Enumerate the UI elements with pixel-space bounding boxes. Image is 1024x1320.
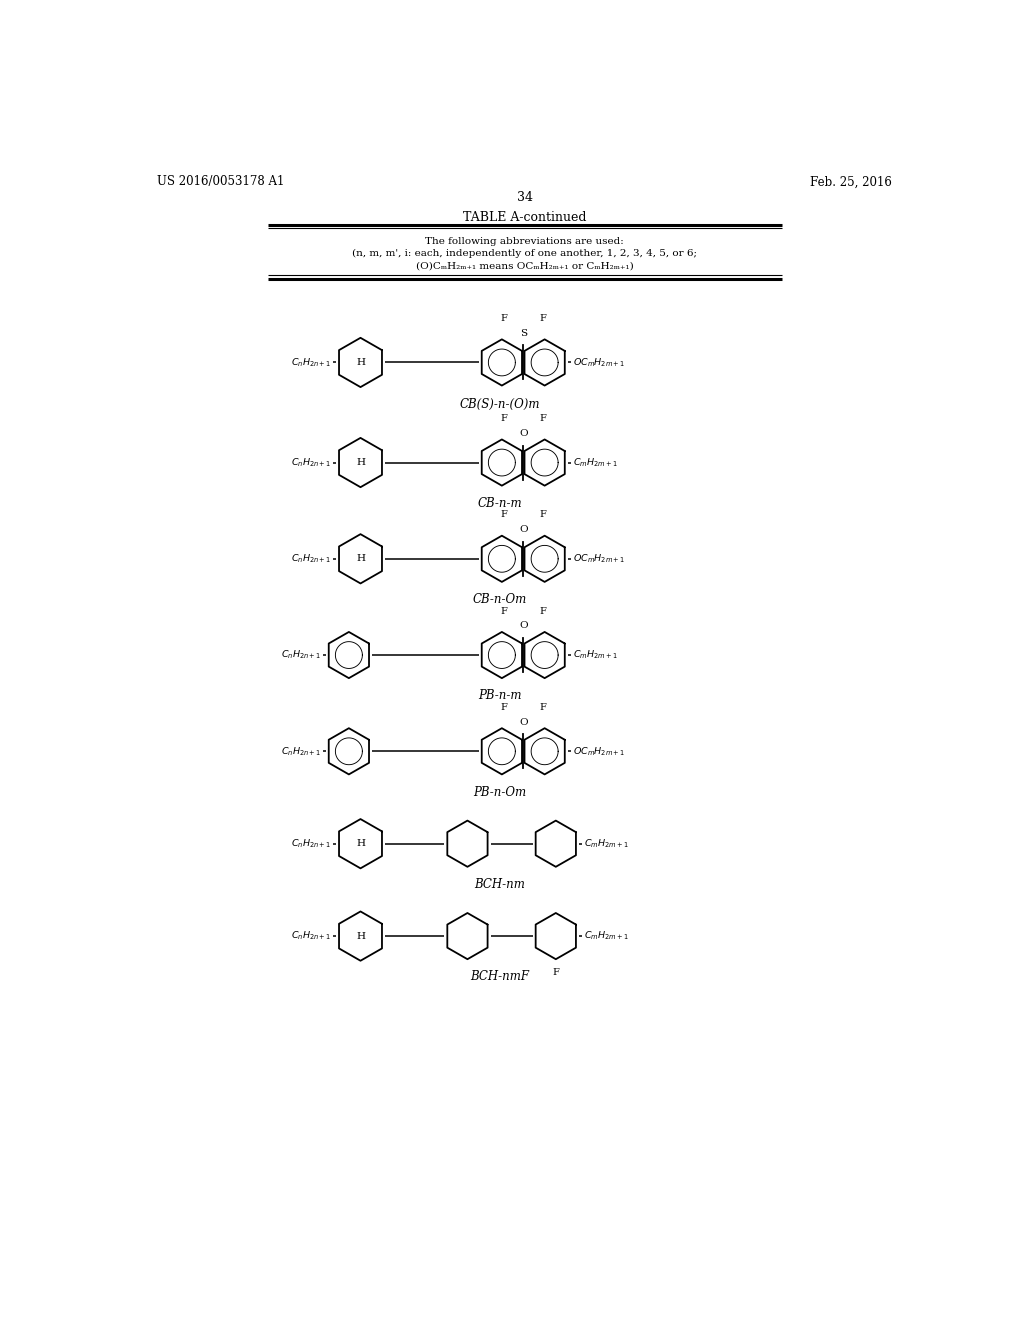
Text: H: H (356, 358, 365, 367)
Text: O: O (519, 622, 527, 630)
Text: $C_mH_{2m+1}$: $C_mH_{2m+1}$ (572, 457, 617, 469)
Text: BCH-nm: BCH-nm (474, 878, 525, 891)
Text: O: O (519, 718, 527, 726)
Text: S: S (520, 329, 526, 338)
Text: CB-n-Om: CB-n-Om (473, 593, 527, 606)
Text: PB-n-m: PB-n-m (478, 689, 522, 702)
Text: $C_nH_{2n+1}$: $C_nH_{2n+1}$ (292, 457, 332, 469)
Text: $C_nH_{2n+1}$: $C_nH_{2n+1}$ (292, 929, 332, 942)
Text: $OC_mH_{2m+1}$: $OC_mH_{2m+1}$ (572, 356, 625, 368)
Text: F: F (500, 314, 507, 323)
Text: F: F (500, 511, 507, 519)
Text: $C_nH_{2n+1}$: $C_nH_{2n+1}$ (292, 553, 332, 565)
Text: $C_mH_{2m+1}$: $C_mH_{2m+1}$ (584, 929, 629, 942)
Text: F: F (540, 414, 547, 424)
Text: $C_mH_{2m+1}$: $C_mH_{2m+1}$ (584, 837, 629, 850)
Text: TABLE A-continued: TABLE A-continued (463, 211, 587, 224)
Text: H: H (356, 932, 365, 941)
Text: H: H (356, 840, 365, 849)
Text: F: F (540, 607, 547, 615)
Text: F: F (552, 968, 559, 977)
Text: 34: 34 (517, 191, 532, 203)
Text: CB-n-m: CB-n-m (477, 496, 522, 510)
Text: H: H (356, 458, 365, 467)
Text: F: F (500, 414, 507, 424)
Text: $C_nH_{2n+1}$: $C_nH_{2n+1}$ (282, 744, 322, 758)
Text: (n, m, m', i: each, independently of one another, 1, 2, 3, 4, 5, or 6;: (n, m, m', i: each, independently of one… (352, 249, 697, 259)
Text: $C_mH_{2m+1}$: $C_mH_{2m+1}$ (572, 649, 617, 661)
Text: $C_nH_{2n+1}$: $C_nH_{2n+1}$ (292, 837, 332, 850)
Text: BCH-nmF: BCH-nmF (470, 970, 529, 983)
Text: O: O (519, 429, 527, 438)
Text: H: H (356, 554, 365, 564)
Text: CB(S)-n-(O)m: CB(S)-n-(O)m (460, 399, 541, 412)
Text: F: F (500, 704, 507, 711)
Text: $C_nH_{2n+1}$: $C_nH_{2n+1}$ (282, 649, 322, 661)
Text: $C_nH_{2n+1}$: $C_nH_{2n+1}$ (292, 356, 332, 368)
Text: $OC_mH_{2m+1}$: $OC_mH_{2m+1}$ (572, 553, 625, 565)
Text: O: O (519, 525, 527, 535)
Text: Feb. 25, 2016: Feb. 25, 2016 (810, 176, 892, 189)
Text: F: F (540, 511, 547, 519)
Text: (O)CₘH₂ₘ₊₁ means OCₘH₂ₘ₊₁ or CₘH₂ₘ₊₁): (O)CₘH₂ₘ₊₁ means OCₘH₂ₘ₊₁ or CₘH₂ₘ₊₁) (416, 261, 634, 271)
Text: F: F (540, 314, 547, 323)
Text: $OC_mH_{2m+1}$: $OC_mH_{2m+1}$ (572, 744, 625, 758)
Text: US 2016/0053178 A1: US 2016/0053178 A1 (158, 176, 285, 189)
Text: The following abbreviations are used:: The following abbreviations are used: (425, 238, 625, 246)
Text: F: F (540, 704, 547, 711)
Text: PB-n-Om: PB-n-Om (473, 785, 526, 799)
Text: F: F (500, 607, 507, 615)
